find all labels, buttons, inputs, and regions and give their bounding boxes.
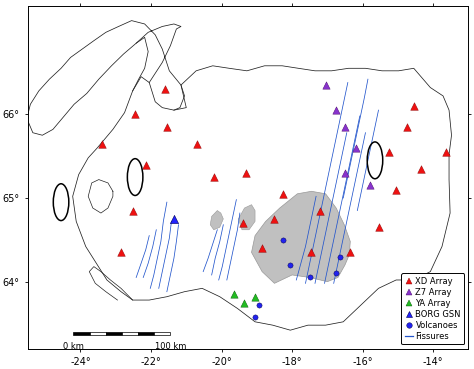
Polygon shape — [238, 205, 255, 230]
Bar — [122, 332, 138, 335]
Point — [352, 145, 359, 151]
Point — [375, 224, 383, 230]
Point — [251, 314, 259, 320]
Point — [385, 149, 393, 155]
Point — [131, 111, 139, 117]
Point — [251, 294, 259, 300]
Point — [230, 291, 237, 297]
Text: 0 km: 0 km — [63, 342, 84, 351]
Point — [241, 300, 248, 306]
Point — [258, 245, 266, 251]
Point — [308, 249, 315, 255]
Point — [317, 208, 324, 214]
Point — [163, 124, 171, 130]
Point — [117, 249, 125, 255]
Point — [280, 237, 287, 243]
Bar — [154, 332, 170, 335]
Bar — [90, 332, 106, 335]
Legend: XD Array, Z7 Array, YA Array, BORG GSN, Volcanoes, Fissures: XD Array, Z7 Array, YA Array, BORG GSN, … — [401, 273, 464, 344]
Point — [392, 187, 400, 193]
Bar — [138, 332, 154, 335]
Polygon shape — [252, 191, 350, 283]
Point — [417, 166, 425, 172]
Point — [332, 270, 340, 276]
Point — [410, 103, 418, 109]
Point — [170, 216, 178, 222]
Point — [341, 124, 349, 130]
Point — [341, 170, 349, 176]
Text: 100 km: 100 km — [155, 342, 186, 351]
Point — [193, 141, 201, 146]
Point — [332, 107, 340, 113]
Bar — [73, 332, 90, 335]
Point — [322, 82, 329, 88]
Point — [271, 216, 278, 222]
Bar — [106, 332, 122, 335]
Point — [306, 275, 313, 280]
Point — [161, 86, 169, 92]
Point — [286, 262, 294, 268]
Point — [129, 208, 137, 214]
Polygon shape — [210, 211, 223, 230]
Point — [280, 191, 287, 197]
Point — [366, 183, 374, 189]
Point — [336, 254, 344, 259]
Point — [242, 170, 250, 176]
Point — [98, 141, 105, 146]
Point — [210, 174, 218, 180]
Point — [142, 162, 149, 168]
Point — [346, 249, 354, 255]
Point — [239, 220, 246, 226]
Point — [442, 149, 449, 155]
Point — [255, 302, 263, 308]
Point — [403, 124, 410, 130]
